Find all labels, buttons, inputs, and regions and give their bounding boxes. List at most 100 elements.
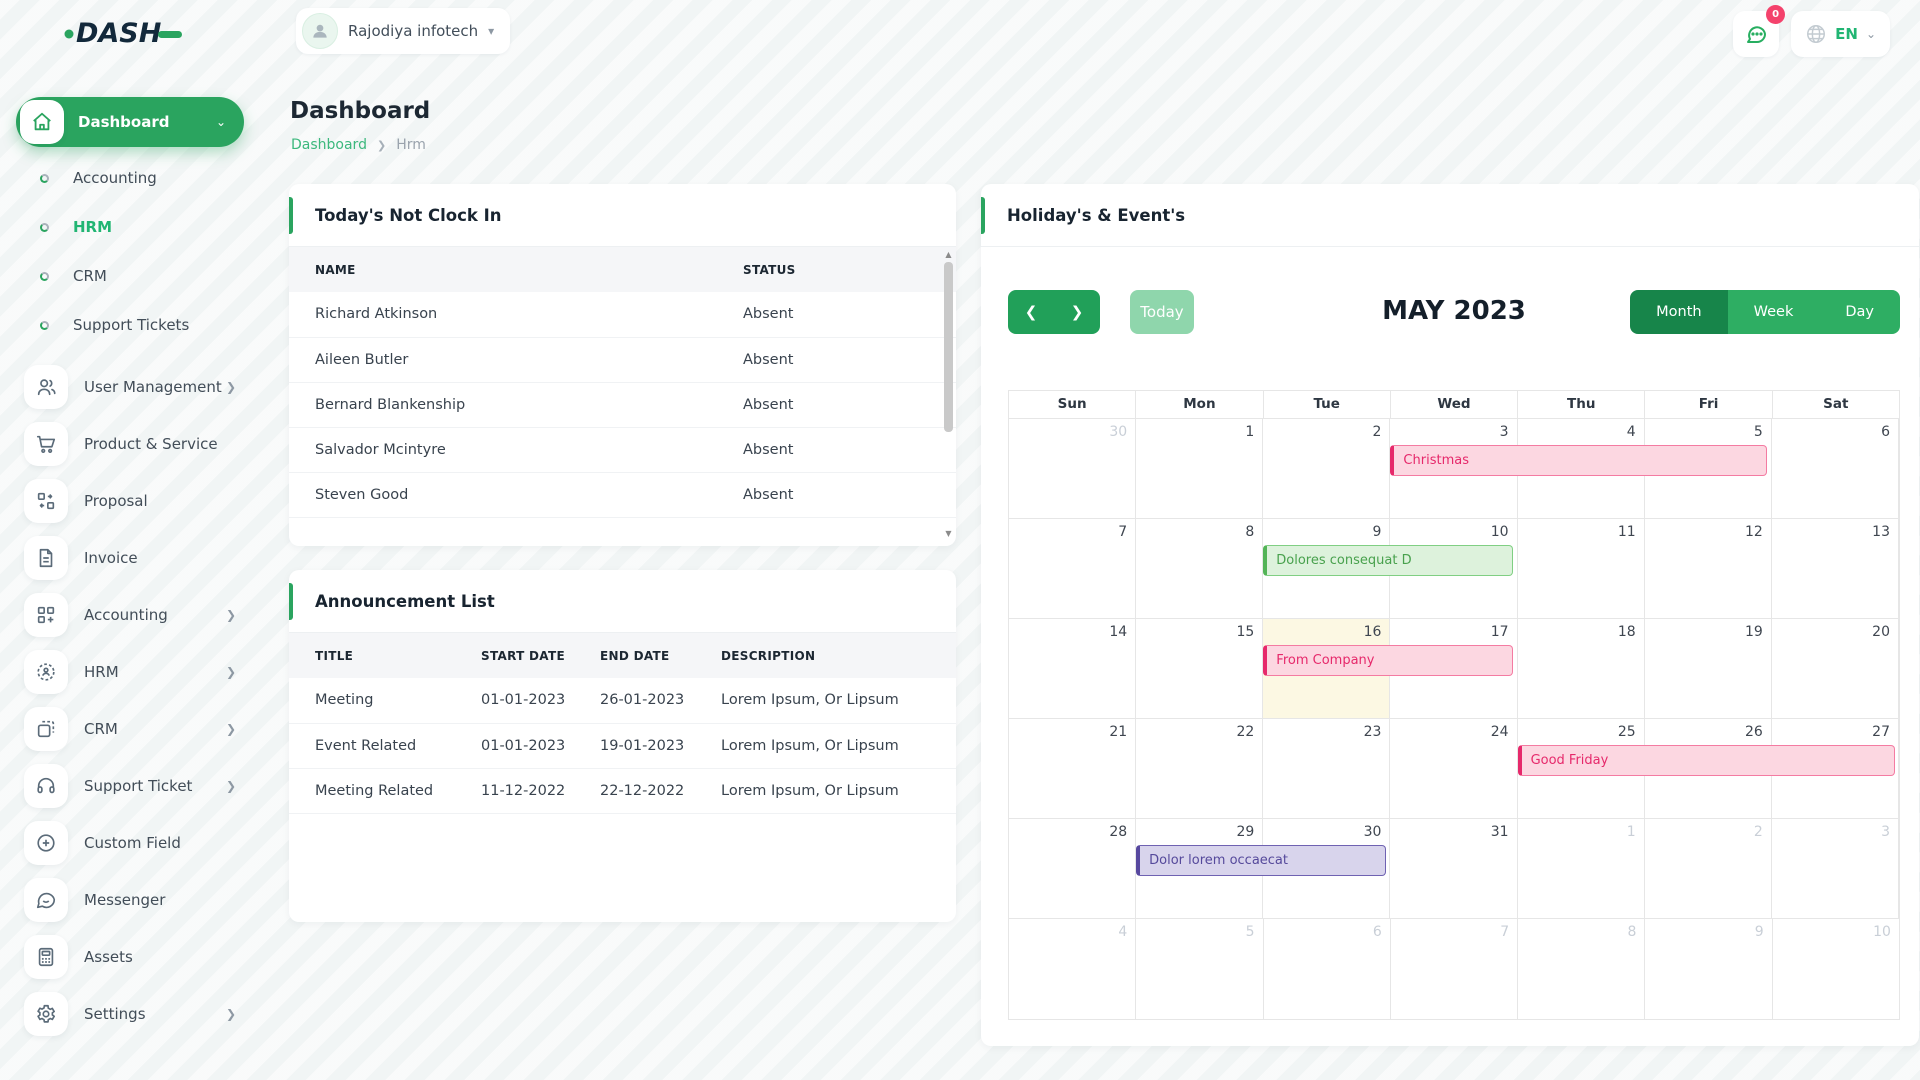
- sidebar-item-accounting[interactable]: Accounting ❯: [0, 586, 262, 643]
- calendar-day[interactable]: 1: [1136, 419, 1264, 518]
- calendar-day[interactable]: 28: [1009, 819, 1137, 918]
- calendar-day[interactable]: 31: [1390, 819, 1518, 918]
- sidebar-subitem-hrm[interactable]: HRM: [0, 205, 262, 249]
- chevron-right-icon: ❯: [225, 721, 236, 736]
- not-clock-in-header: Today's Not Clock In: [289, 184, 956, 247]
- today-button[interactable]: Today: [1130, 290, 1194, 334]
- hrm-icon: [24, 649, 68, 694]
- sidebar-item-user-management[interactable]: User Management ❯: [0, 358, 262, 415]
- sidebar-item-product-service[interactable]: Product & Service: [0, 415, 262, 472]
- prev-month-button[interactable]: ❮: [1024, 303, 1038, 321]
- table-scrollbar[interactable]: ▲ ▼: [944, 250, 953, 538]
- sidebar-item-invoice[interactable]: Invoice: [0, 529, 262, 586]
- calendar-card-header: Holiday's & Event's: [981, 184, 1919, 247]
- sidebar-subitem-accounting[interactable]: Accounting: [0, 156, 262, 200]
- calendar-event[interactable]: Dolor lorem occaecat: [1136, 845, 1386, 876]
- sidebar-item-support-ticket[interactable]: Support Ticket ❯: [0, 757, 262, 814]
- next-month-button[interactable]: ❯: [1070, 303, 1084, 321]
- calendar-day[interactable]: 11: [1518, 519, 1645, 618]
- table-cell: 22-12-2022: [600, 768, 721, 814]
- calendar-day[interactable]: 20: [1772, 619, 1899, 718]
- calendar-event[interactable]: Christmas: [1390, 445, 1768, 476]
- calendar-week-row: 7 8 9 10 11 12 13 Dolores consequat D: [1009, 519, 1899, 619]
- sidebar-item-custom-field[interactable]: Custom Field: [0, 814, 262, 871]
- table-cell: Lorem Ipsum, Or Lipsum: [721, 768, 956, 814]
- calendar-day[interactable]: 19: [1645, 619, 1772, 718]
- sidebar-subitem-crm[interactable]: CRM: [0, 254, 262, 298]
- calendar-day[interactable]: 10: [1873, 924, 1891, 940]
- company-name: Rajodiya infotech: [348, 22, 479, 40]
- sidebar-subitem-support-tickets[interactable]: Support Tickets: [0, 303, 262, 347]
- calendar-day[interactable]: 12: [1645, 519, 1772, 618]
- calendar-day[interactable]: 6: [1772, 419, 1899, 518]
- calendar-day[interactable]: 2: [1645, 819, 1772, 918]
- calendar-day[interactable]: 30: [1009, 419, 1137, 518]
- chevron-down-icon: ▾: [488, 24, 495, 38]
- calendar-day[interactable]: 27: [1772, 719, 1899, 818]
- user-icon: [313, 24, 327, 38]
- day-header-sun: Sun: [1009, 391, 1137, 418]
- calendar-day[interactable]: 1: [1518, 819, 1645, 918]
- sidebar-item-messenger[interactable]: Messenger: [0, 871, 262, 928]
- calendar-day[interactable]: 21: [1009, 719, 1137, 818]
- calendar-day[interactable]: 8: [1518, 919, 1646, 1019]
- sidebar-subitem-label: HRM: [73, 218, 113, 236]
- calendar-day[interactable]: 17: [1390, 619, 1518, 718]
- view-month-button[interactable]: Month: [1630, 290, 1728, 334]
- sidebar-item-assets[interactable]: Assets: [0, 928, 262, 985]
- sidebar-item-settings[interactable]: Settings ❯: [0, 985, 262, 1042]
- sidebar-item-label: Invoice: [84, 548, 138, 567]
- breadcrumb-dashboard-link[interactable]: Dashboard: [291, 137, 367, 153]
- calendar-day[interactable]: 13: [1772, 519, 1899, 618]
- calendar-day[interactable]: 3: [1772, 819, 1899, 918]
- sidebar-item-label: HRM: [84, 662, 119, 681]
- calendar-day[interactable]: 10: [1390, 519, 1518, 618]
- calendar-day[interactable]: 5: [1136, 919, 1264, 1019]
- table-row: Salvador Mcintyre Absent: [289, 427, 956, 473]
- calendar-day[interactable]: 7: [1009, 519, 1137, 618]
- sidebar-item-proposal[interactable]: Proposal: [0, 472, 262, 529]
- calendar-day[interactable]: 22: [1136, 719, 1264, 818]
- calendar-day[interactable]: 30: [1263, 819, 1391, 918]
- sidebar-item-label: User Management: [84, 377, 222, 396]
- company-selector[interactable]: Rajodiya infotech ▾: [296, 8, 511, 54]
- calendar-event[interactable]: Good Friday: [1517, 745, 1895, 776]
- chevron-down-icon: ⌄: [215, 115, 226, 129]
- calendar-nav-group: ❮ ❯: [1008, 290, 1100, 334]
- calendar-day[interactable]: 14: [1009, 619, 1137, 718]
- calendar-day[interactable]: 18: [1518, 619, 1645, 718]
- calendar-day[interactable]: 6: [1264, 919, 1391, 1019]
- view-day-button[interactable]: Day: [1819, 290, 1900, 334]
- calendar-day[interactable]: 2: [1263, 419, 1391, 518]
- scroll-down-icon[interactable]: ▼: [945, 529, 952, 538]
- sidebar-item-hrm[interactable]: HRM ❯: [0, 643, 262, 700]
- table-cell: Salvador Mcintyre: [289, 427, 743, 473]
- calendar-day[interactable]: 23: [1263, 719, 1391, 818]
- scrollbar-thumb[interactable]: [944, 262, 953, 432]
- language-selector[interactable]: EN ⌄: [1791, 11, 1890, 57]
- calendar-week-row: 30 1 2 3 4 5 6 Christmas: [1009, 419, 1899, 519]
- logo-dot-icon: [64, 29, 74, 39]
- calendar-day[interactable]: 24: [1390, 719, 1518, 818]
- day-header-tue: Tue: [1264, 391, 1391, 418]
- calendar-day[interactable]: 15: [1136, 619, 1264, 718]
- calendar-week-row: 14 15 16 17 18 19 20 From Company: [1009, 619, 1899, 719]
- chat-bubble-icon: [1747, 26, 1767, 43]
- sidebar-item-label: Proposal: [84, 491, 148, 510]
- table-cell: 26-01-2023: [600, 678, 721, 724]
- calendar-event[interactable]: From Company: [1263, 645, 1514, 676]
- calendar-day[interactable]: 7: [1391, 919, 1519, 1019]
- calendar-day[interactable]: 5: [1645, 419, 1772, 518]
- sidebar-item-crm[interactable]: CRM ❯: [0, 700, 262, 757]
- calendar-day[interactable]: 4: [1009, 919, 1137, 1019]
- calendar-day[interactable]: 8: [1136, 519, 1264, 618]
- table-cell: 01-01-2023: [481, 678, 600, 724]
- view-week-button[interactable]: Week: [1727, 290, 1820, 334]
- users-icon: [24, 364, 68, 409]
- calendar-day[interactable]: 9: [1645, 919, 1773, 1019]
- messages-button[interactable]: 0: [1733, 5, 1786, 57]
- calendar-event[interactable]: Dolores consequat D: [1263, 545, 1514, 576]
- sidebar-item-dashboard[interactable]: Dashboard ⌄: [16, 97, 244, 147]
- company-avatar: [302, 13, 338, 49]
- scroll-up-icon[interactable]: ▲: [945, 250, 952, 259]
